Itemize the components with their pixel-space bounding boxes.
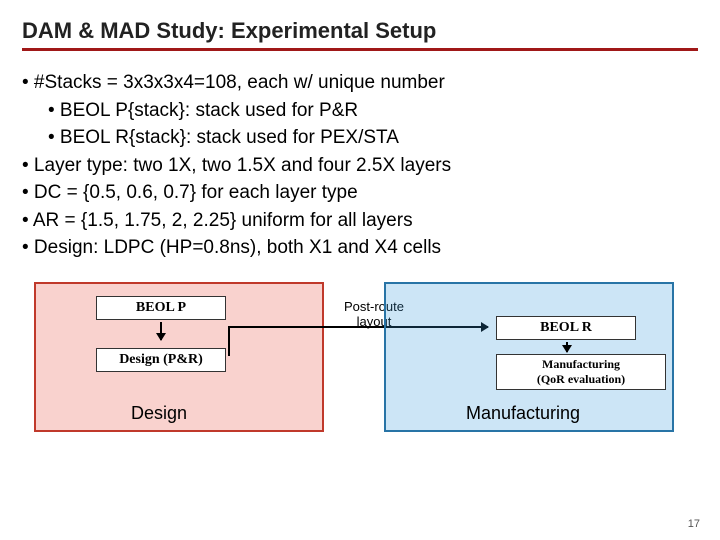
arrow-down-icon: [160, 322, 162, 340]
manufacturing-panel: BEOL R Manufacturing (QoR evaluation) Ma…: [384, 282, 674, 432]
bullet-l1-dc: • DC = {0.5, 0.6, 0.7} for each layer ty…: [22, 179, 698, 207]
connector-vertical: [228, 326, 230, 356]
manufacturing-box: Manufacturing (QoR evaluation): [496, 354, 666, 390]
bullet-l1-ar: • AR = {1.5, 1.75, 2, 2.25} uniform for …: [22, 207, 698, 235]
design-pr-box: Design (P&R): [96, 348, 226, 372]
manufacturing-panel-title: Manufacturing: [466, 403, 580, 424]
bullet-l2-beolp: • BEOL P{stack}: stack used for P&R: [48, 97, 698, 125]
beol-r-box: BEOL R: [496, 316, 636, 340]
slide-title: DAM & MAD Study: Experimental Setup: [22, 18, 698, 51]
design-panel-title: Design: [131, 403, 187, 424]
bullet-l1-stacks: • #Stacks = 3x3x3x4=108, each w/ unique …: [22, 69, 698, 97]
manufacturing-box-line2: (QoR evaluation): [537, 372, 625, 386]
page-number: 17: [688, 518, 700, 530]
flow-diagram: BEOL P Design (P&R) Design Post-route la…: [34, 282, 674, 462]
design-panel: BEOL P Design (P&R) Design: [34, 282, 324, 432]
bullet-list: • #Stacks = 3x3x3x4=108, each w/ unique …: [22, 69, 698, 262]
bullet-l2-beolr: • BEOL R{stack}: stack used for PEX/STA: [48, 124, 698, 152]
manufacturing-box-line1: Manufacturing: [542, 357, 620, 371]
arrow-down-icon: [566, 342, 568, 352]
bullet-l1-design: • Design: LDPC (HP=0.8ns), both X1 and X…: [22, 234, 698, 262]
beol-p-box: BEOL P: [96, 296, 226, 320]
bullet-l1-layertype: • Layer type: two 1X, two 1.5X and four …: [22, 152, 698, 180]
